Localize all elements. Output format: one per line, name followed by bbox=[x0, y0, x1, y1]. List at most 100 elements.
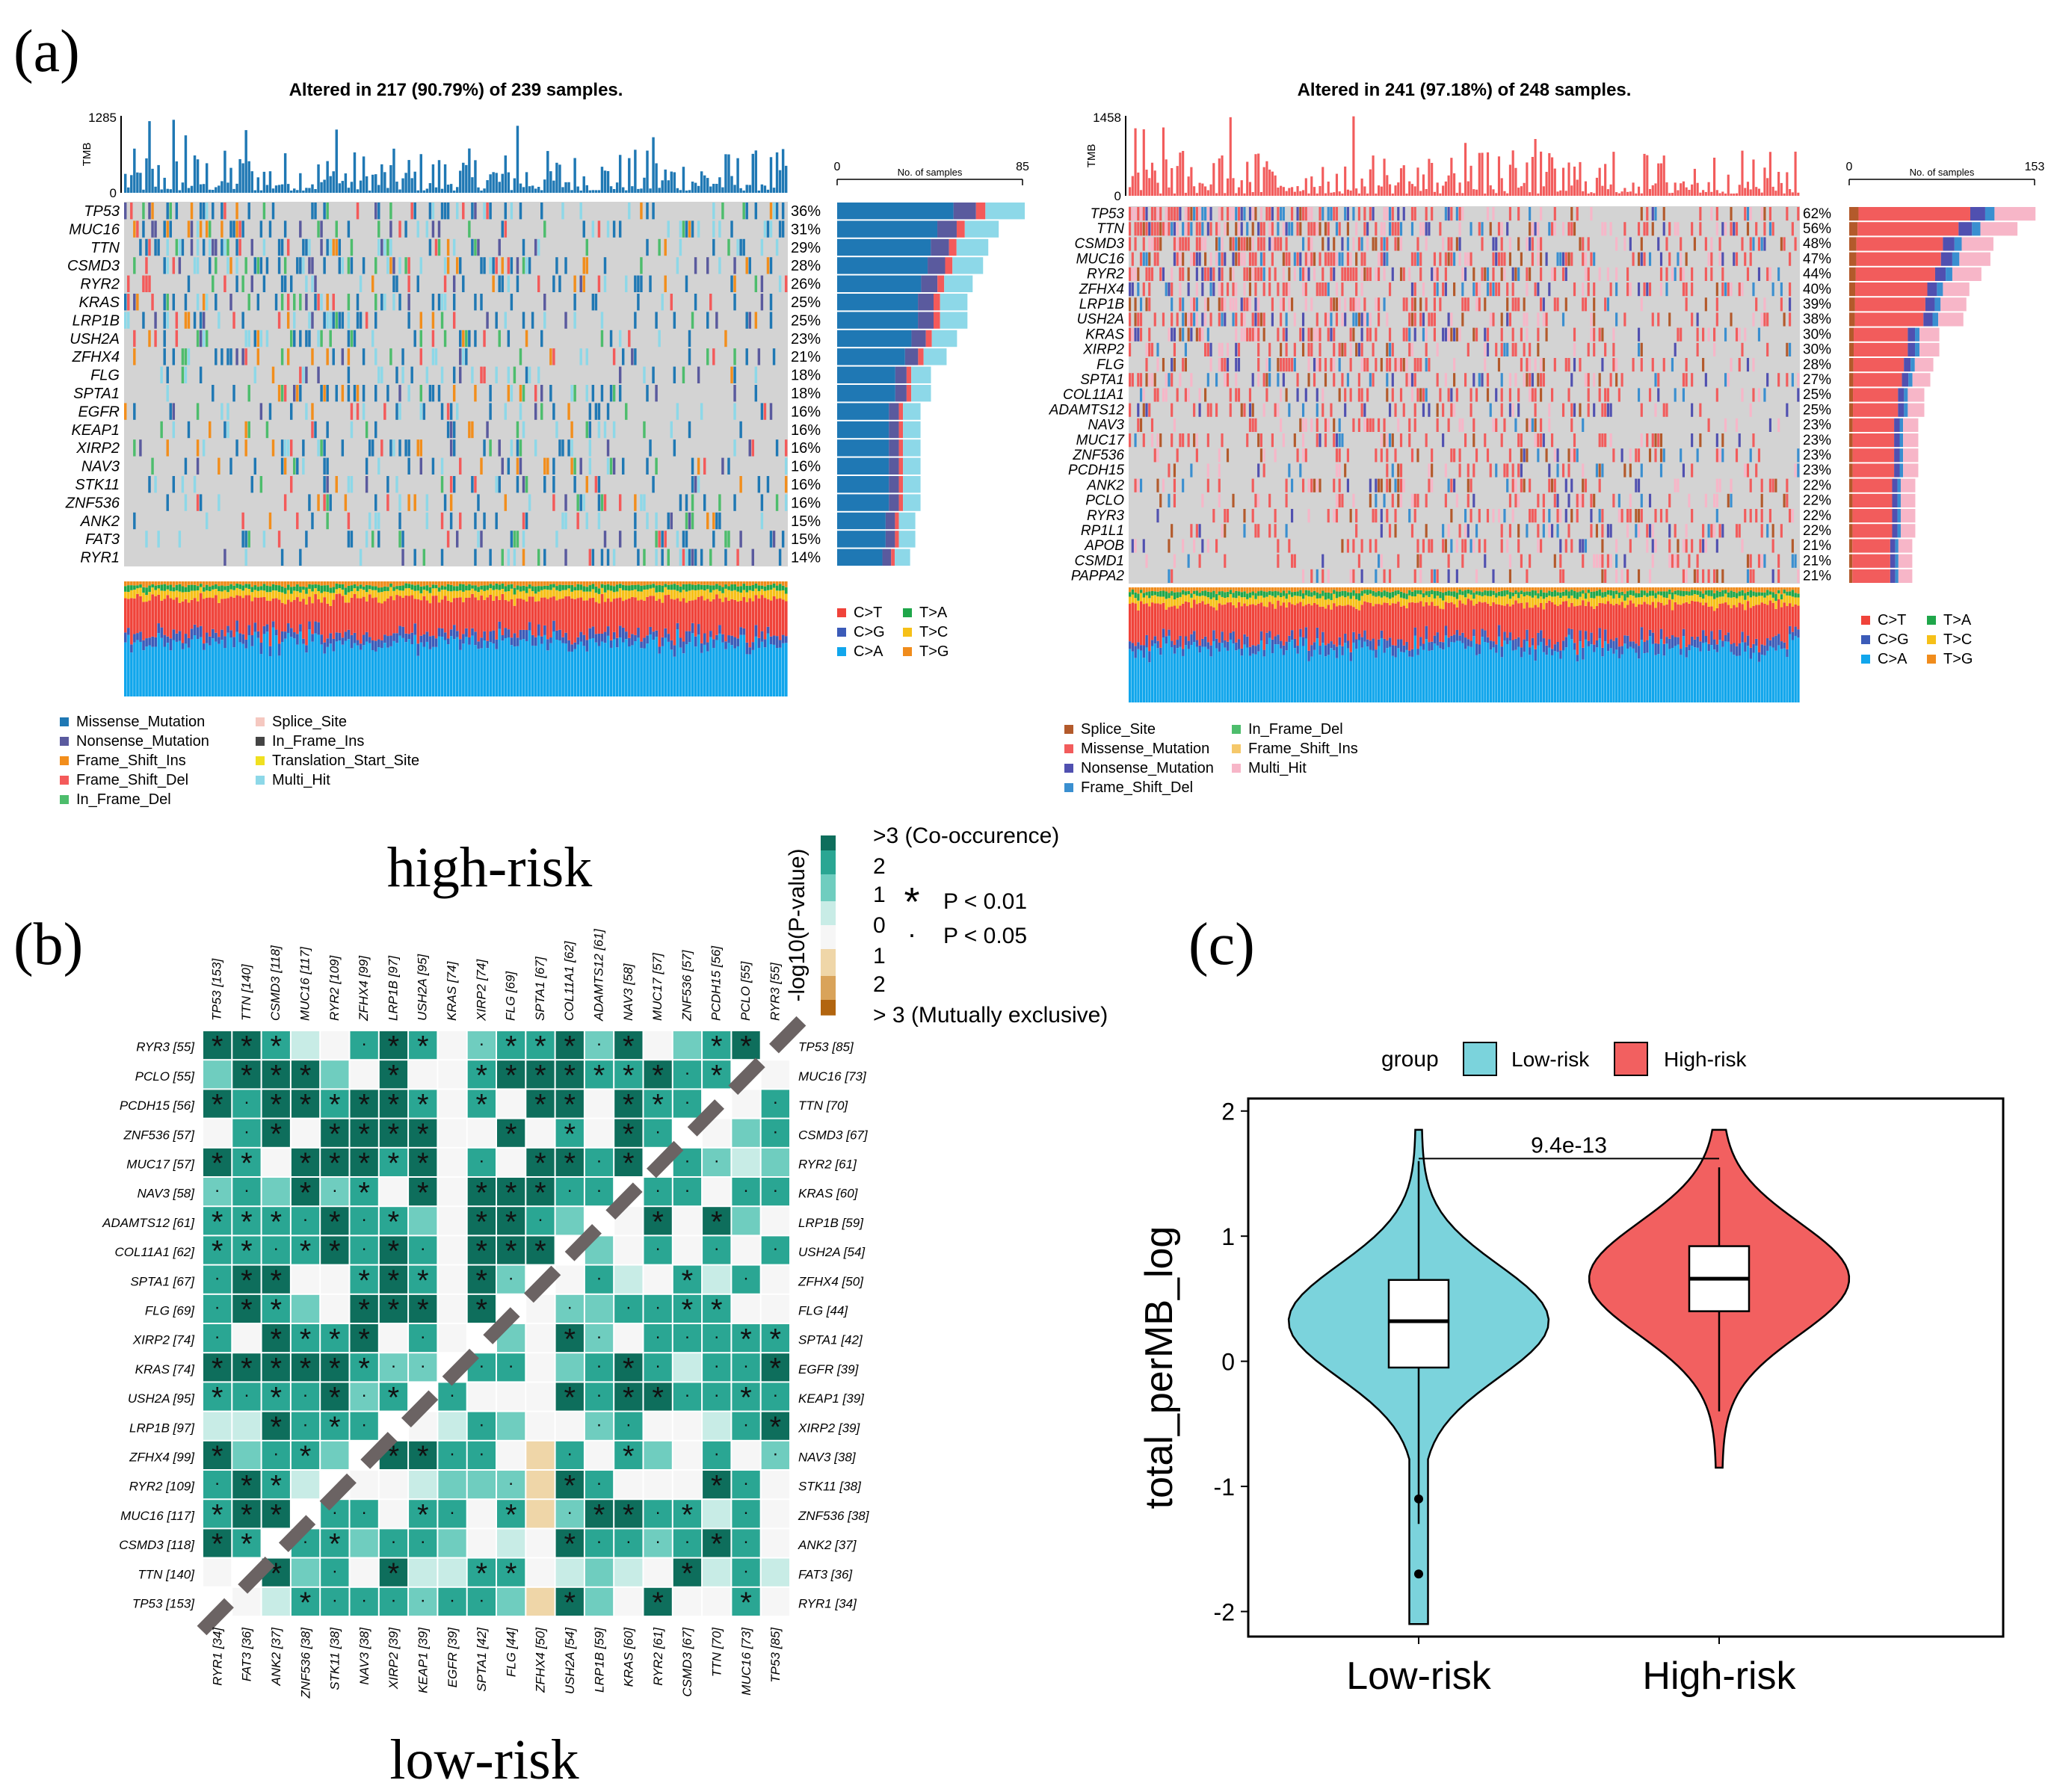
mutation-cell bbox=[1771, 569, 1774, 583]
snv-segment bbox=[609, 647, 613, 696]
mutation-cell bbox=[1768, 207, 1771, 221]
mutation-cell bbox=[1156, 252, 1159, 266]
mutation-cell bbox=[293, 294, 296, 311]
snv-segment bbox=[733, 599, 736, 637]
mutation-cell bbox=[1131, 327, 1134, 342]
mutation-cell bbox=[1604, 388, 1607, 402]
mutation-cell bbox=[1564, 478, 1567, 492]
mutation-cell bbox=[1640, 433, 1643, 448]
mutation-cell bbox=[468, 220, 471, 238]
mutation-cell bbox=[760, 403, 764, 420]
mutation-cell bbox=[483, 512, 486, 530]
mutation-cell bbox=[543, 294, 546, 311]
snv-segment bbox=[401, 585, 404, 591]
snv-segment bbox=[643, 581, 646, 586]
mutation-cell bbox=[1346, 237, 1349, 251]
snv-segment bbox=[655, 600, 659, 631]
mutation-cell bbox=[1307, 478, 1310, 492]
snv-segment bbox=[606, 635, 610, 696]
snv-segment bbox=[600, 641, 604, 696]
mutation-cell bbox=[1746, 569, 1750, 583]
mutation-cell bbox=[1171, 524, 1174, 538]
mutation-cell bbox=[401, 348, 404, 365]
mutation-cell bbox=[1450, 388, 1453, 402]
mutation-cell bbox=[1383, 433, 1386, 448]
sample-bar-segment bbox=[898, 439, 904, 457]
mutation-cell bbox=[1262, 237, 1265, 251]
mutation-cell bbox=[1567, 358, 1570, 372]
mutation-cell bbox=[320, 385, 323, 402]
snv-segment bbox=[721, 593, 724, 602]
mutation-cell bbox=[332, 312, 335, 329]
snv-segment bbox=[504, 581, 508, 587]
mutation-cell bbox=[235, 275, 238, 292]
snv-segment bbox=[350, 648, 354, 696]
snv-segment bbox=[434, 646, 438, 696]
percent-label: 21% bbox=[1803, 538, 1831, 554]
snv-segment bbox=[190, 581, 194, 585]
mutation-cell bbox=[1707, 327, 1710, 342]
mutation-cell bbox=[1355, 509, 1358, 523]
snv-segment bbox=[169, 584, 173, 591]
snv-segment bbox=[718, 598, 721, 625]
mutation-cell bbox=[1461, 554, 1464, 568]
mutation-cell bbox=[374, 421, 377, 439]
mutation-cell bbox=[1646, 433, 1649, 448]
mutation-cell bbox=[1304, 448, 1307, 463]
mutation-cell bbox=[1680, 267, 1683, 281]
mutation-cell bbox=[124, 312, 127, 329]
mutation-cell bbox=[1626, 569, 1629, 583]
mutation-cell bbox=[694, 257, 697, 274]
mutation-cell bbox=[1388, 403, 1392, 417]
gene-label: USH2A bbox=[70, 331, 120, 347]
mutation-cell bbox=[1654, 433, 1657, 448]
mutation-cell bbox=[1659, 282, 1663, 297]
snv-legend-label: T>G bbox=[919, 643, 949, 660]
mutation-cell bbox=[1529, 554, 1532, 568]
mutation-cell bbox=[1386, 207, 1389, 221]
snv-segment bbox=[721, 602, 724, 634]
tmb-bar bbox=[1221, 155, 1224, 196]
mutation-cell bbox=[1410, 207, 1414, 221]
gene-label: TTN bbox=[1097, 221, 1124, 237]
mutation-cell bbox=[395, 403, 398, 420]
snv-segment bbox=[362, 586, 366, 590]
mutation-cell bbox=[522, 385, 525, 402]
snv-legend-swatch bbox=[837, 647, 846, 656]
snv-segment bbox=[468, 584, 471, 591]
mutation-cell bbox=[452, 294, 456, 311]
tmb-bar bbox=[1635, 193, 1638, 196]
snv-segment bbox=[452, 639, 456, 696]
tmb-bar bbox=[1391, 193, 1394, 196]
snv-segment bbox=[459, 597, 462, 640]
mutation-cell bbox=[1685, 358, 1688, 372]
mutation-cell bbox=[468, 330, 471, 347]
snv-segment bbox=[202, 591, 206, 599]
mutation-cell bbox=[1386, 342, 1389, 356]
mutation-cell bbox=[1319, 433, 1321, 448]
mutation-cell bbox=[1450, 207, 1453, 221]
snv-segment bbox=[425, 631, 429, 642]
mutation-cell bbox=[1768, 418, 1771, 432]
mutation-cell bbox=[434, 238, 438, 256]
mutation-cell bbox=[1601, 433, 1604, 448]
snv-segment bbox=[293, 599, 296, 633]
mutation-cell bbox=[1142, 252, 1145, 266]
tmb-bar bbox=[1184, 193, 1187, 196]
snv-segment bbox=[323, 642, 327, 654]
mutation-cell bbox=[543, 220, 546, 238]
mutation-cell bbox=[172, 421, 176, 439]
snv-segment bbox=[643, 590, 646, 601]
mutation-cell bbox=[646, 512, 649, 530]
tmb-bar bbox=[130, 175, 133, 193]
snv-segment bbox=[615, 591, 619, 599]
snv-segment bbox=[308, 621, 311, 630]
snv-segment bbox=[218, 637, 220, 644]
mutation-cell bbox=[1413, 373, 1416, 387]
gene-label: KRAS bbox=[1085, 327, 1124, 342]
tmb-bar bbox=[1768, 152, 1771, 196]
mutation-cell bbox=[1346, 478, 1349, 492]
snv-segment bbox=[579, 641, 583, 696]
tmb-bar bbox=[1542, 186, 1545, 196]
gene-label: RYR1 bbox=[80, 550, 120, 566]
